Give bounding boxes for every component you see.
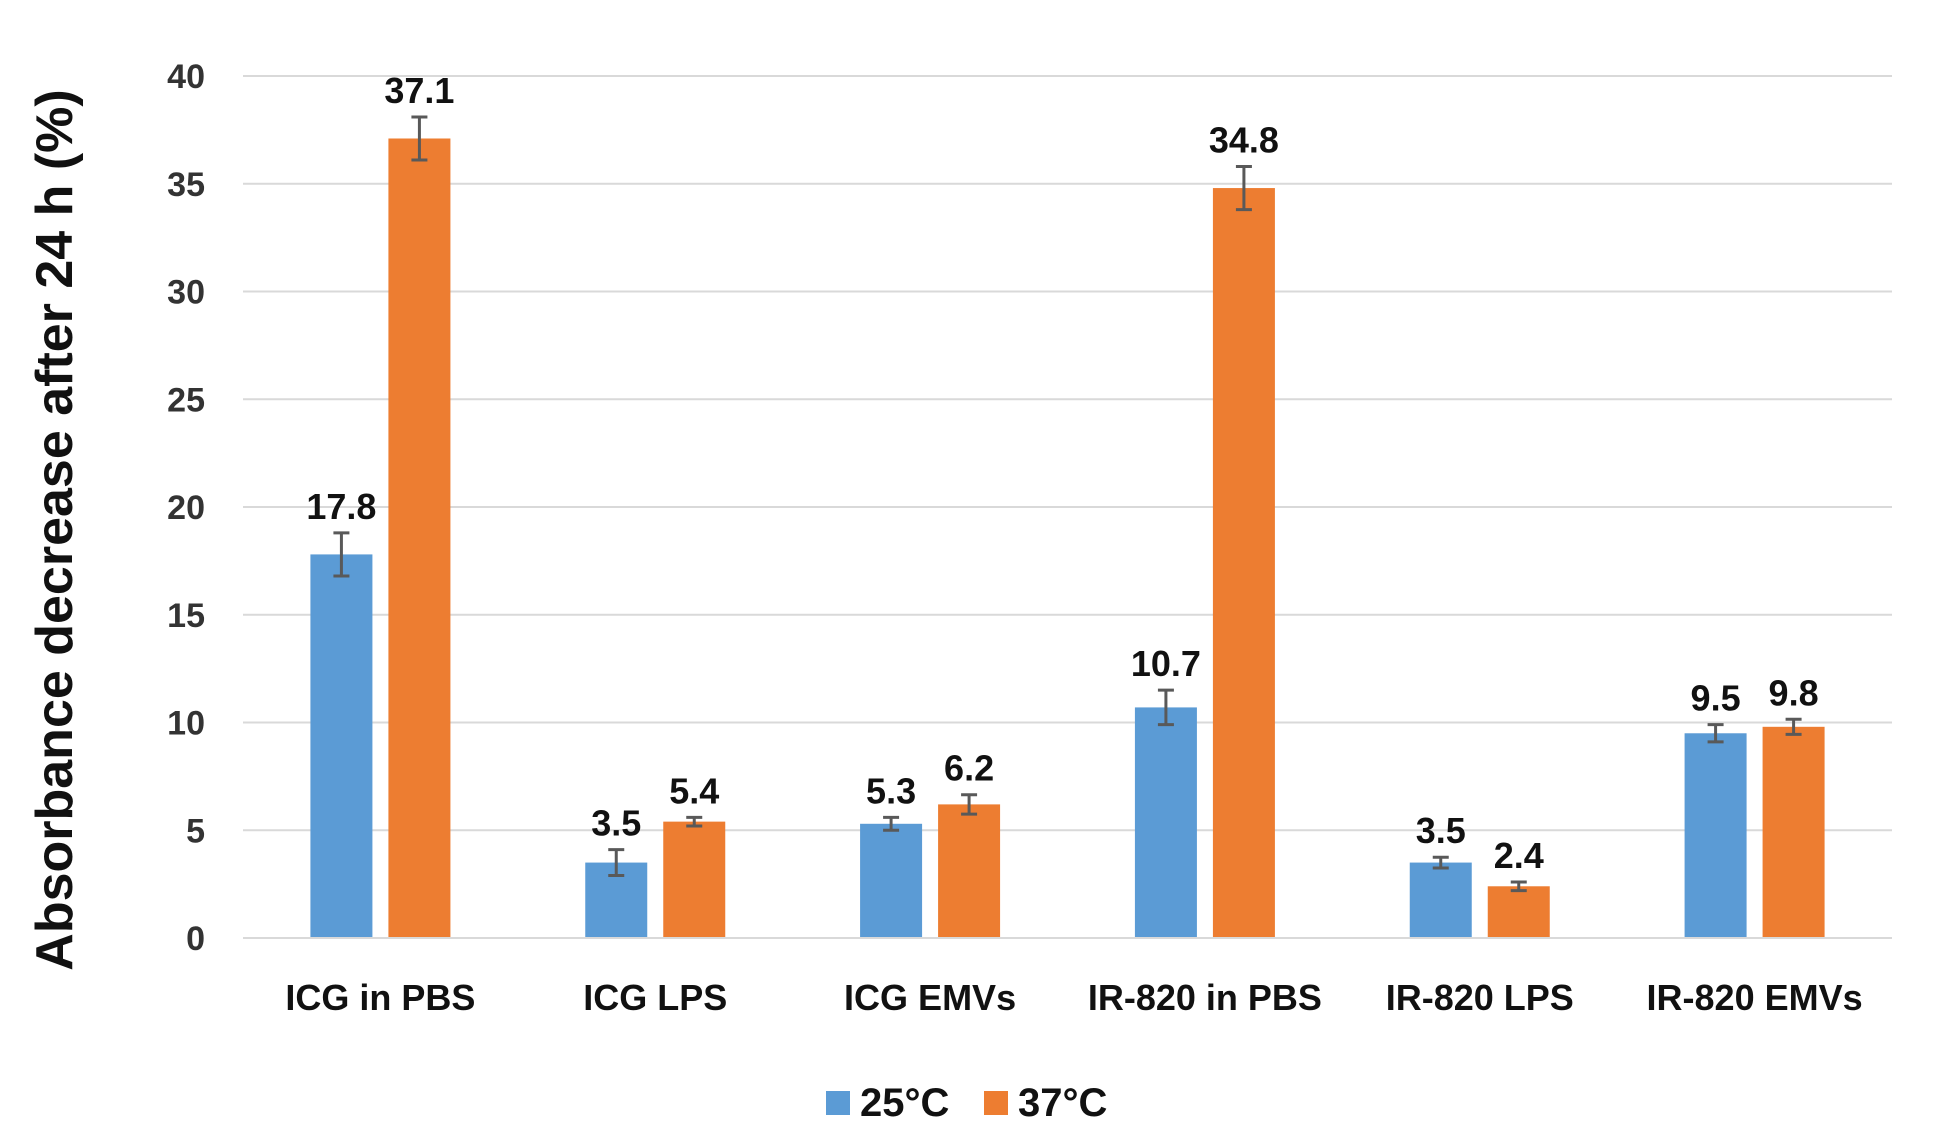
data-label: 34.8 <box>1209 120 1279 161</box>
bar-25c <box>1684 733 1747 938</box>
data-label: 17.8 <box>306 486 376 527</box>
x-category-label: IR-820 in PBS <box>1088 977 1322 1018</box>
data-label: 3.5 <box>1416 810 1466 851</box>
bar-37c <box>1212 188 1275 938</box>
data-label: 9.8 <box>1769 672 1819 713</box>
data-label: 5.4 <box>669 770 719 811</box>
data-label: 3.5 <box>591 803 641 844</box>
gridlines <box>243 75 1892 939</box>
x-category-label: ICG LPS <box>583 977 727 1018</box>
y-tick-label: 5 <box>186 812 205 850</box>
bars <box>310 138 1825 938</box>
legend-swatch-37c <box>984 1091 1008 1115</box>
axes: 0 5 10 15 20 25 30 35 40 ICG in PBS ICG LPS ICG EMV… <box>167 58 1892 1018</box>
legend-label-37c: 37°C <box>1018 1081 1107 1125</box>
y-tick-label: 10 <box>167 705 205 743</box>
bar-25c <box>310 554 373 938</box>
bar-37c <box>938 804 1001 938</box>
y-tick-label: 25 <box>167 381 205 419</box>
data-label: 2.4 <box>1494 835 1544 876</box>
data-label: 5.3 <box>866 770 916 811</box>
y-tick-label: 20 <box>167 489 205 527</box>
bar-37c <box>1762 726 1825 938</box>
y-tick-label: 15 <box>167 597 205 635</box>
legend: 25°C 37°C <box>826 1081 1107 1125</box>
bar-37c <box>388 138 451 938</box>
x-category-label: ICG EMVs <box>844 977 1016 1018</box>
data-label: 10.7 <box>1131 643 1201 684</box>
y-axis-title: Absorbance decrease after 24 h (%) <box>26 89 84 970</box>
y-tick-label: 40 <box>167 58 205 96</box>
x-category-label: ICG in PBS <box>285 977 475 1018</box>
data-label: 6.2 <box>944 748 994 789</box>
bar-25c <box>1134 707 1197 938</box>
bar-25c <box>1409 862 1472 938</box>
x-category-label: IR-820 LPS <box>1386 977 1574 1018</box>
bar-37c <box>1487 886 1550 938</box>
y-tick-label: 30 <box>167 274 205 312</box>
bar-25c <box>860 823 923 938</box>
data-labels: 17.8 37.1 3.5 5.4 5.3 6.2 10.7 34.8 3.5 2.4 9.5 9.8 <box>306 70 1818 876</box>
data-label: 9.5 <box>1691 678 1741 719</box>
error-bars <box>333 115 1802 893</box>
legend-swatch-25c <box>826 1091 850 1115</box>
y-tick-label: 35 <box>167 166 205 204</box>
x-category-label: IR-820 EMVs <box>1647 977 1863 1018</box>
bar-37c <box>663 821 726 938</box>
data-label: 37.1 <box>384 70 454 111</box>
legend-label-25c: 25°C <box>860 1081 949 1125</box>
y-tick-label: 0 <box>186 920 205 958</box>
